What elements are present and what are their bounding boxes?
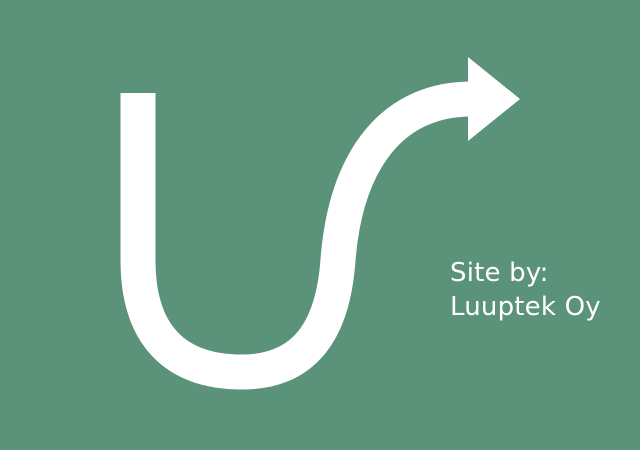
site-credit: Site by: Luuptek Oy <box>450 256 635 324</box>
credit-label: Site by: <box>450 258 549 288</box>
credit-company: Luuptek Oy <box>450 292 601 322</box>
arrow-head <box>468 57 520 141</box>
arrow-shaft <box>120 81 471 390</box>
